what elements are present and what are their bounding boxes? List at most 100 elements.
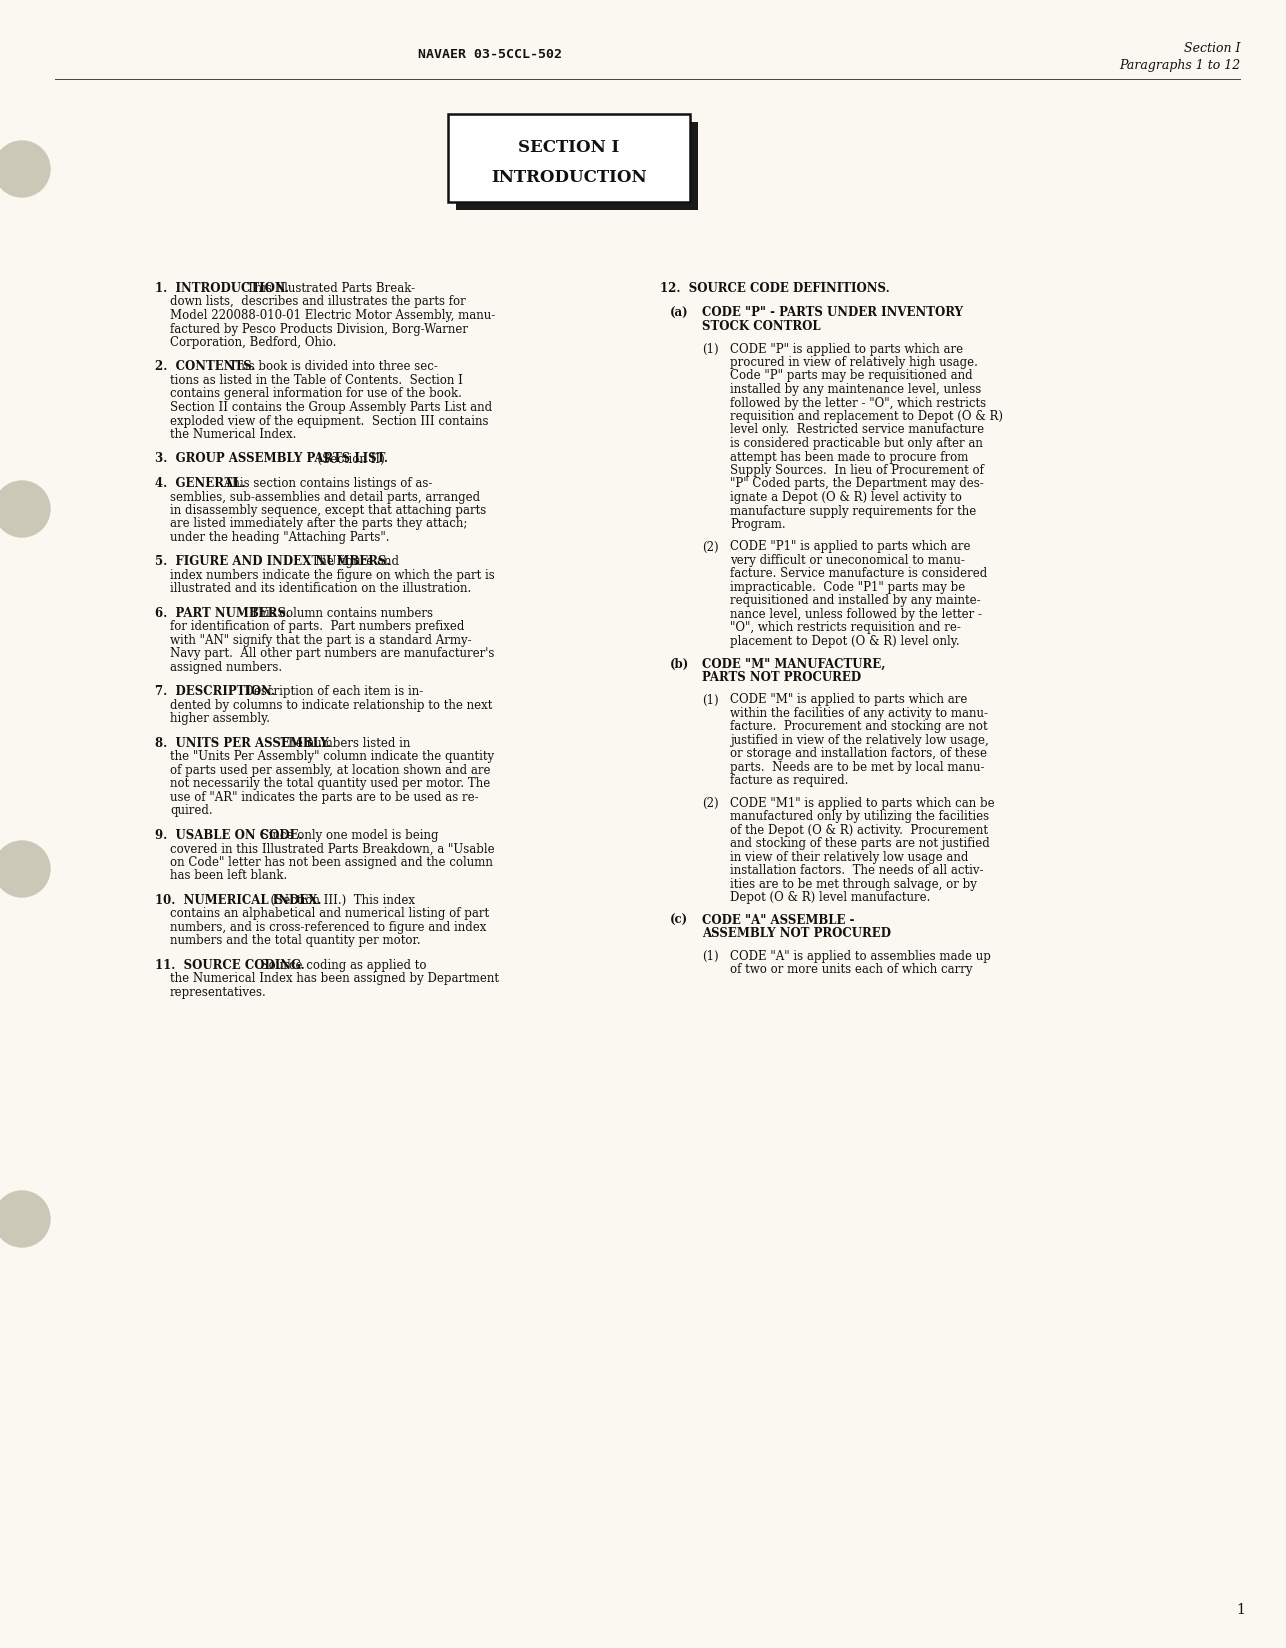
Circle shape: [0, 481, 50, 537]
Text: representatives.: representatives.: [170, 986, 266, 999]
Text: are listed immediately after the parts they attach;: are listed immediately after the parts t…: [170, 517, 467, 531]
Text: the Numerical Index.: the Numerical Index.: [170, 428, 296, 440]
Text: This Illustrated Parts Break-: This Illustrated Parts Break-: [243, 282, 414, 295]
Text: contains general information for use of the book.: contains general information for use of …: [170, 387, 462, 400]
Text: of parts used per assembly, at location shown and are: of parts used per assembly, at location …: [170, 763, 490, 776]
Text: the "Units Per Assembly" column indicate the quantity: the "Units Per Assembly" column indicate…: [170, 750, 494, 763]
Text: procured in view of relatively high usage.: procured in view of relatively high usag…: [730, 356, 977, 369]
Text: 9.  USABLE ON CODE.: 9. USABLE ON CODE.: [156, 829, 302, 842]
Text: SECTION I: SECTION I: [518, 138, 620, 155]
Text: CODE "M1" is applied to parts which can be: CODE "M1" is applied to parts which can …: [730, 796, 994, 809]
Text: very difficult or uneconomical to manu-: very difficult or uneconomical to manu-: [730, 554, 964, 567]
Text: Depot (O & R) level manufacture.: Depot (O & R) level manufacture.: [730, 892, 930, 905]
Text: (Section III.)  This index: (Section III.) This index: [264, 893, 415, 906]
Text: illustrated and its identification on the illustration.: illustrated and its identification on th…: [170, 582, 471, 595]
Text: within the facilities of any activity to manu-: within the facilities of any activity to…: [730, 707, 988, 720]
Text: This column contains numbers: This column contains numbers: [243, 606, 432, 620]
Text: 5.  FIGURE AND INDEX NUMBERS.: 5. FIGURE AND INDEX NUMBERS.: [156, 555, 390, 569]
Text: in disassembly sequence, except that attaching parts: in disassembly sequence, except that att…: [170, 504, 486, 517]
Text: tions as listed in the Table of Contents.  Section I: tions as listed in the Table of Contents…: [170, 374, 463, 387]
Text: (1): (1): [702, 694, 719, 705]
Text: Model 220088-010-01 Electric Motor Assembly, manu-: Model 220088-010-01 Electric Motor Assem…: [170, 308, 495, 321]
Bar: [457, 124, 698, 211]
Text: level only.  Restricted service manufacture: level only. Restricted service manufactu…: [730, 424, 984, 437]
Text: CODE "A" is applied to assemblies made up: CODE "A" is applied to assemblies made u…: [730, 949, 992, 962]
Text: or storage and installation factors, of these: or storage and installation factors, of …: [730, 747, 986, 760]
Text: dented by columns to indicate relationship to the next: dented by columns to indicate relationsh…: [170, 699, 493, 712]
Text: manufacture supply requirements for the: manufacture supply requirements for the: [730, 504, 976, 517]
Text: "P" Coded parts, the Department may des-: "P" Coded parts, the Department may des-: [730, 478, 984, 489]
Text: 1.  INTRODUCTION.: 1. INTRODUCTION.: [156, 282, 289, 295]
Text: assigned numbers.: assigned numbers.: [170, 661, 282, 674]
Text: with "AN" signify that the part is a standard Army-: with "AN" signify that the part is a sta…: [170, 633, 472, 646]
Text: numbers, and is cross-referenced to figure and index: numbers, and is cross-referenced to figu…: [170, 921, 486, 933]
Text: installed by any maintenance level, unless: installed by any maintenance level, unle…: [730, 382, 981, 396]
Text: CODE "P" - PARTS UNDER INVENTORY: CODE "P" - PARTS UNDER INVENTORY: [702, 307, 963, 320]
Text: numbers and the total quantity per motor.: numbers and the total quantity per motor…: [170, 934, 421, 948]
Text: 12.  SOURCE CODE DEFINITIONS.: 12. SOURCE CODE DEFINITIONS.: [660, 282, 890, 295]
Text: INTRODUCTION: INTRODUCTION: [491, 168, 647, 185]
Text: (a): (a): [670, 307, 688, 320]
Text: exploded view of the equipment.  Section III contains: exploded view of the equipment. Section …: [170, 414, 489, 427]
Text: semblies, sub-assemblies and detail parts, arranged: semblies, sub-assemblies and detail part…: [170, 489, 480, 503]
Text: has been left blank.: has been left blank.: [170, 868, 287, 882]
Text: use of "AR" indicates the parts are to be used as re-: use of "AR" indicates the parts are to b…: [170, 791, 478, 804]
Text: factured by Pesco Products Division, Borg-Warner: factured by Pesco Products Division, Bor…: [170, 323, 468, 335]
Text: higher assembly.: higher assembly.: [170, 712, 270, 725]
Text: 1: 1: [1236, 1602, 1245, 1617]
Text: index numbers indicate the figure on which the part is: index numbers indicate the figure on whi…: [170, 569, 495, 582]
Text: parts.  Needs are to be met by local manu-: parts. Needs are to be met by local manu…: [730, 760, 985, 773]
Text: Code "P" parts may be requisitioned and: Code "P" parts may be requisitioned and: [730, 369, 972, 382]
Text: facture. Service manufacture is considered: facture. Service manufacture is consider…: [730, 567, 988, 580]
Text: (Section II): (Section II): [310, 452, 385, 465]
Text: manufactured only by utilizing the facilities: manufactured only by utilizing the facil…: [730, 811, 989, 822]
Text: is considered practicable but only after an: is considered practicable but only after…: [730, 437, 983, 450]
Text: The figure and: The figure and: [305, 555, 400, 569]
Text: Section I: Section I: [1183, 41, 1240, 54]
Text: requisitioned and installed by any mainte-: requisitioned and installed by any maint…: [730, 595, 981, 606]
Text: Corporation, Bedford, Ohio.: Corporation, Bedford, Ohio.: [170, 336, 337, 349]
Text: in view of their relatively low usage and: in view of their relatively low usage an…: [730, 850, 968, 864]
Text: Section II contains the Group Assembly Parts List and: Section II contains the Group Assembly P…: [170, 400, 493, 414]
Text: 11.  SOURCE CODING.: 11. SOURCE CODING.: [156, 959, 305, 971]
Text: (c): (c): [670, 913, 688, 926]
Text: ignate a Depot (O & R) level activity to: ignate a Depot (O & R) level activity to: [730, 491, 962, 504]
Text: NAVAER 03-5CCL-502: NAVAER 03-5CCL-502: [418, 48, 562, 61]
Bar: [448, 115, 691, 203]
Text: CODE "M" MANUFACTURE,: CODE "M" MANUFACTURE,: [702, 658, 885, 671]
Text: not necessarily the total quantity used per motor. The: not necessarily the total quantity used …: [170, 776, 490, 789]
Text: This section contains listings of as-: This section contains listings of as-: [217, 476, 432, 489]
Text: 7.  DESCRIPTION.: 7. DESCRIPTION.: [156, 686, 275, 699]
Text: PARTS NOT PROCURED: PARTS NOT PROCURED: [702, 671, 862, 684]
Text: covered in this Illustrated Parts Breakdown, a "Usable: covered in this Illustrated Parts Breakd…: [170, 842, 495, 855]
Text: contains an alphabetical and numerical listing of part: contains an alphabetical and numerical l…: [170, 906, 489, 920]
Text: CODE "A" ASSEMBLE -: CODE "A" ASSEMBLE -: [702, 913, 854, 926]
Text: (2): (2): [702, 796, 719, 809]
Text: facture.  Procurement and stocking are not: facture. Procurement and stocking are no…: [730, 720, 988, 733]
Text: Paragraphs 1 to 12: Paragraphs 1 to 12: [1119, 58, 1240, 71]
Text: CODE "P1" is applied to parts which are: CODE "P1" is applied to parts which are: [730, 541, 971, 554]
Circle shape: [0, 142, 50, 198]
Text: attempt has been made to procure from: attempt has been made to procure from: [730, 450, 968, 463]
Text: ASSEMBLY NOT PROCURED: ASSEMBLY NOT PROCURED: [702, 926, 891, 939]
Text: 6.  PART NUMBERS.: 6. PART NUMBERS.: [156, 606, 289, 620]
Text: Since only one model is being: Since only one model is being: [253, 829, 439, 842]
Text: followed by the letter - "O", which restricts: followed by the letter - "O", which rest…: [730, 396, 986, 409]
Text: 2.  CONTENTS.: 2. CONTENTS.: [156, 361, 256, 374]
Text: STOCK CONTROL: STOCK CONTROL: [702, 320, 820, 333]
Text: CODE "P" is applied to parts which are: CODE "P" is applied to parts which are: [730, 343, 963, 356]
Text: justified in view of the relatively low usage,: justified in view of the relatively low …: [730, 733, 989, 747]
Text: impracticable.  Code "P1" parts may be: impracticable. Code "P1" parts may be: [730, 580, 966, 593]
Text: nance level, unless followed by the letter -: nance level, unless followed by the lett…: [730, 608, 983, 621]
Text: 10.  NUMERICAL INDEX.: 10. NUMERICAL INDEX.: [156, 893, 322, 906]
Text: down lists,  describes and illustrates the parts for: down lists, describes and illustrates th…: [170, 295, 466, 308]
Text: installation factors.  The needs of all activ-: installation factors. The needs of all a…: [730, 864, 984, 877]
Text: placement to Depot (O & R) level only.: placement to Depot (O & R) level only.: [730, 634, 959, 648]
Text: (2): (2): [702, 541, 719, 554]
Text: This book is divided into three sec-: This book is divided into three sec-: [222, 361, 437, 374]
Text: (b): (b): [670, 658, 689, 671]
Text: quired.: quired.: [170, 804, 212, 817]
Text: requisition and replacement to Depot (O & R): requisition and replacement to Depot (O …: [730, 410, 1003, 424]
Text: (1): (1): [702, 949, 719, 962]
Text: 3.  GROUP ASSEMBLY PARTS LIST.: 3. GROUP ASSEMBLY PARTS LIST.: [156, 452, 388, 465]
